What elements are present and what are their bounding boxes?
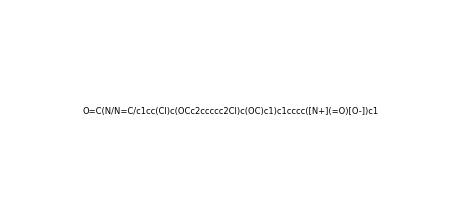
Text: O=C(N/N=C/c1cc(Cl)c(OCc2ccccc2Cl)c(OC)c1)c1cccc([N+](=O)[O-])c1: O=C(N/N=C/c1cc(Cl)c(OCc2ccccc2Cl)c(OC)c1… xyxy=(83,107,379,115)
